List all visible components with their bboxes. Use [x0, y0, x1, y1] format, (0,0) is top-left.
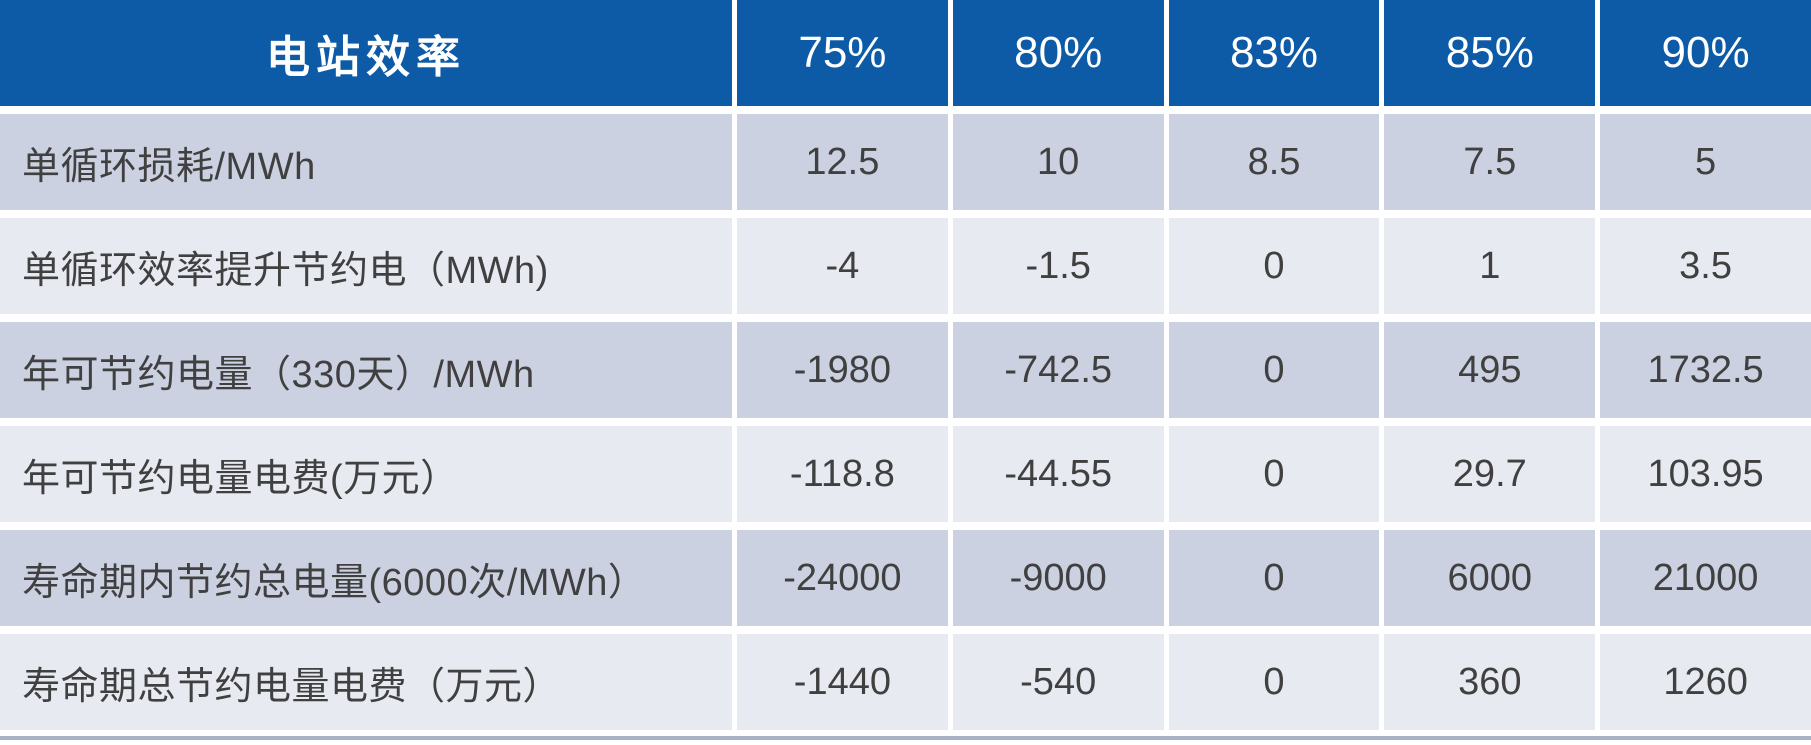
cell-value: 0	[1168, 530, 1380, 626]
cell-value: -9000	[952, 530, 1164, 626]
cell-value: 1260	[1600, 634, 1811, 730]
cell-value: 12.5	[737, 114, 948, 210]
efficiency-table: 电站效率 75% 80% 83% 85% 90% 单循环损耗/MWh 12.5 10 8.5…	[0, 0, 1811, 730]
table-row: 单循环效率提升节约电（MWh) -4 -1.5 0 1 3.5	[0, 218, 1811, 314]
cell-value: 1	[1384, 218, 1596, 314]
cell-value: -24000	[737, 530, 948, 626]
cell-value: 0	[1168, 634, 1380, 730]
cell-value: 0	[1168, 322, 1380, 418]
table-row: 年可节约电量电费(万元） -118.8 -44.55 0 29.7 103.95	[0, 426, 1811, 522]
cell-value: 10	[952, 114, 1164, 210]
cell-value: 3.5	[1600, 218, 1811, 314]
cell-value: 1732.5	[1600, 322, 1811, 418]
cell-value: 495	[1384, 322, 1596, 418]
row-label: 单循环效率提升节约电（MWh)	[0, 218, 732, 314]
header-row: 电站效率 75% 80% 83% 85% 90%	[0, 0, 1811, 106]
cell-value: -1.5	[952, 218, 1164, 314]
cell-value: 0	[1168, 218, 1380, 314]
cell-value: 7.5	[1384, 114, 1596, 210]
row-label: 寿命期总节约电量电费（万元）	[0, 634, 732, 730]
cell-value: -118.8	[737, 426, 948, 522]
cell-value: 29.7	[1384, 426, 1596, 522]
cell-value: -44.55	[952, 426, 1164, 522]
cell-value: -540	[952, 634, 1164, 730]
row-label: 寿命期内节约总电量(6000次/MWh）	[0, 530, 732, 626]
column-header: 75%	[737, 0, 948, 106]
cell-value: 103.95	[1600, 426, 1811, 522]
column-header: 83%	[1168, 0, 1380, 106]
cell-value: -1980	[737, 322, 948, 418]
table-title-cell: 电站效率	[0, 0, 732, 106]
cell-value: 5	[1600, 114, 1811, 210]
cell-value: -742.5	[952, 322, 1164, 418]
cell-value: -4	[737, 218, 948, 314]
cell-value: 0	[1168, 426, 1380, 522]
table-bottom-rule	[0, 736, 1811, 740]
cell-value: 21000	[1600, 530, 1811, 626]
cell-value: -1440	[737, 634, 948, 730]
cell-value: 360	[1384, 634, 1596, 730]
row-label: 年可节约电量（330天）/MWh	[0, 322, 732, 418]
cell-value: 8.5	[1168, 114, 1380, 210]
table-row: 年可节约电量（330天）/MWh -1980 -742.5 0 495 1732.5	[0, 322, 1811, 418]
table-row: 寿命期总节约电量电费（万元） -1440 -540 0 360 1260	[0, 634, 1811, 730]
cell-value: 6000	[1384, 530, 1596, 626]
column-header: 90%	[1600, 0, 1811, 106]
table-row: 寿命期内节约总电量(6000次/MWh） -24000 -9000 0 6000 210…	[0, 530, 1811, 626]
column-header: 85%	[1384, 0, 1596, 106]
column-header: 80%	[952, 0, 1164, 106]
row-label: 年可节约电量电费(万元）	[0, 426, 732, 522]
table-row: 单循环损耗/MWh 12.5 10 8.5 7.5 5	[0, 114, 1811, 210]
row-label: 单循环损耗/MWh	[0, 114, 732, 210]
